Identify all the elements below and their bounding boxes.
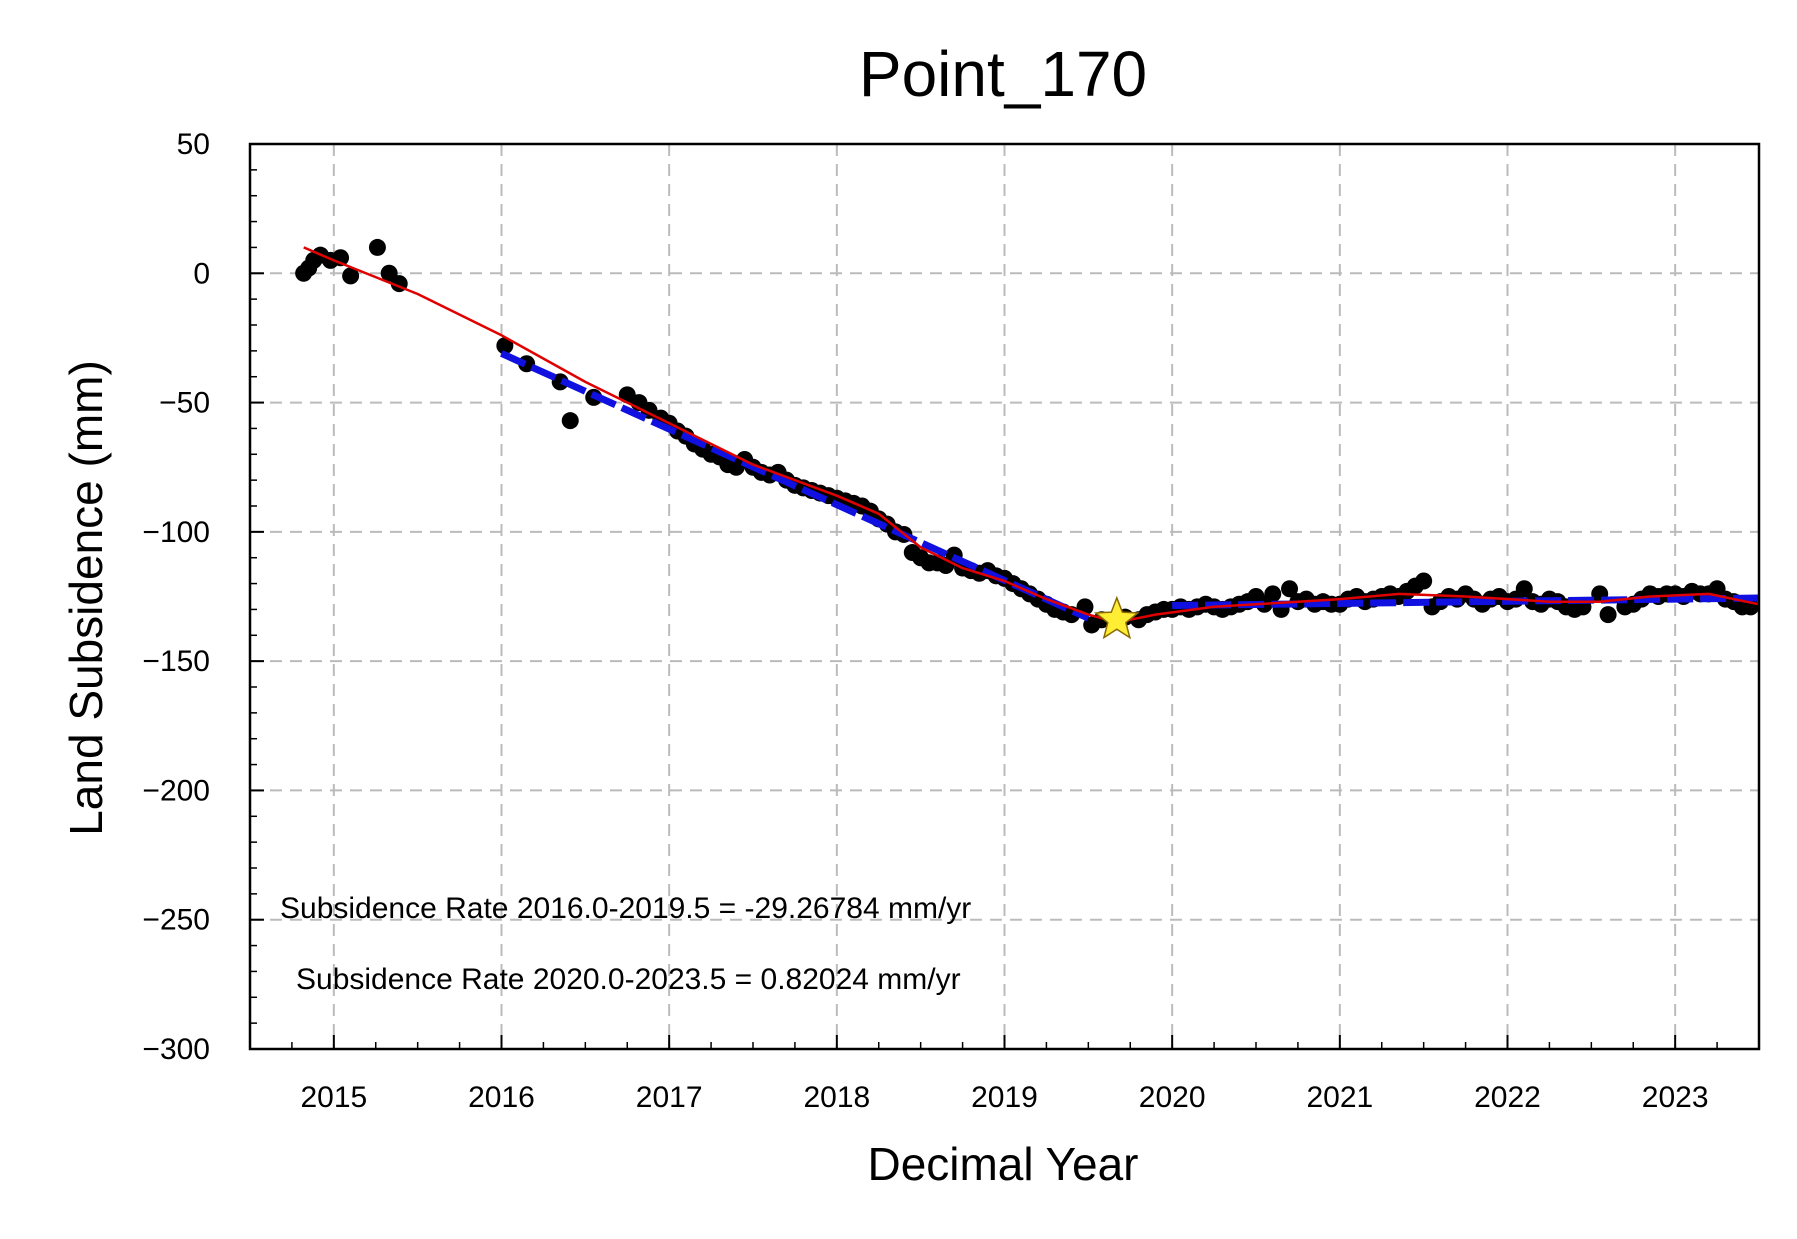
- y-tick-label: −200: [142, 774, 210, 807]
- x-tick-label: 2017: [636, 1081, 703, 1114]
- y-tick-label: −250: [142, 904, 210, 937]
- data-point: [496, 337, 514, 355]
- data-point: [368, 238, 386, 256]
- x-tick-label: 2018: [803, 1081, 870, 1114]
- x-tick-label: 2019: [971, 1081, 1038, 1114]
- y-tick-label: −150: [142, 645, 210, 678]
- x-tick-label: 2022: [1474, 1081, 1541, 1114]
- x-tick-label: 2015: [300, 1081, 367, 1114]
- observation-points: [295, 238, 1760, 634]
- segment-fit-layer: [303, 246, 1760, 624]
- y-tick-label: −50: [159, 387, 210, 420]
- star-marker-layer: [1093, 595, 1140, 640]
- x-axis-label: Decimal Year: [867, 1138, 1138, 1190]
- x-tick-label: 2021: [1306, 1081, 1373, 1114]
- grid-lines: [250, 144, 1759, 1049]
- y-tick-label: −100: [142, 516, 210, 549]
- smooth-fit-line: [303, 246, 1760, 624]
- data-point: [561, 412, 579, 430]
- y-axis-ticks: 50 0 −50 −100 −150 −200 −250 −300: [142, 128, 264, 1066]
- data-point: [1281, 580, 1299, 598]
- data-point: [1264, 585, 1282, 603]
- data-point: [1415, 572, 1433, 590]
- data-point: [342, 267, 360, 285]
- x-axis-ticks: 2015 2016 2017 2018 2019 2020 2021 2022 2023: [249, 1035, 1760, 1114]
- y-tick-label: 0: [193, 257, 210, 290]
- data-point: [1599, 606, 1617, 624]
- y-axis-label: Land Subsidence (mm): [60, 360, 112, 836]
- data-point: [1515, 580, 1533, 598]
- annotation-rate-2: Subsidence Rate 2020.0-2023.5 = 0.82024 …: [296, 963, 961, 996]
- data-point: [551, 373, 569, 391]
- plot-frame: [248, 142, 1761, 1051]
- x-tick-label: 2020: [1139, 1081, 1206, 1114]
- segment-fit-line-1: [500, 350, 1090, 622]
- star-marker: [1093, 595, 1140, 640]
- chart-title: Point_170: [859, 38, 1147, 110]
- annotation-rate-1: Subsidence Rate 2016.0-2019.5 = -29.2678…: [280, 892, 971, 925]
- x-tick-label: 2016: [468, 1081, 535, 1114]
- y-tick-label: −300: [142, 1033, 210, 1066]
- x-tick-label: 2023: [1642, 1081, 1709, 1114]
- y-tick-label: 50: [177, 128, 210, 161]
